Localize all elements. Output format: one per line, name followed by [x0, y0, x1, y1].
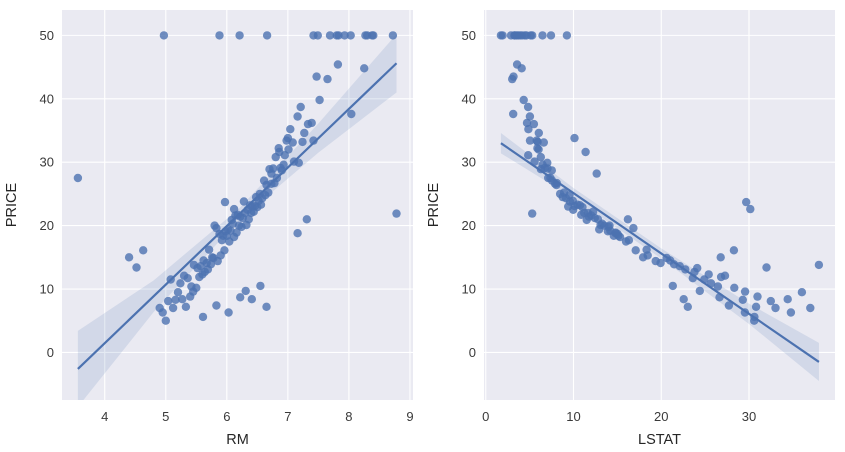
svg-text:20: 20	[40, 218, 54, 233]
y-axis-label: PRICE	[4, 183, 20, 228]
svg-text:30: 30	[40, 155, 54, 170]
svg-text:7: 7	[284, 409, 291, 424]
plot-contents	[496, 31, 824, 381]
tick-labels: 0 10 20 30 0 10 20 30 40 50	[462, 28, 757, 424]
svg-text:10: 10	[462, 282, 476, 297]
svg-text:4: 4	[101, 409, 108, 424]
price-vs-lstat-plot: 0 10 20 30 0 10 20 30 40 50 LSTAT PRICE	[422, 0, 844, 452]
svg-text:0: 0	[469, 345, 476, 360]
rm-chart-svg: 4 5 6 7 8 9 0 10 20 30 40 50 RM PRICE	[4, 10, 414, 448]
price-vs-rm-plot: 4 5 6 7 8 9 0 10 20 30 40 50 RM PRICE	[0, 0, 422, 452]
svg-text:8: 8	[345, 409, 352, 424]
svg-text:50: 50	[40, 28, 54, 43]
svg-text:10: 10	[40, 282, 54, 297]
svg-text:6: 6	[223, 409, 230, 424]
svg-text:30: 30	[742, 409, 756, 424]
svg-text:50: 50	[462, 28, 476, 43]
svg-text:30: 30	[462, 155, 476, 170]
svg-text:9: 9	[406, 409, 413, 424]
svg-text:0: 0	[482, 409, 489, 424]
svg-text:0: 0	[47, 345, 54, 360]
confidence-band	[500, 133, 819, 381]
axes-background	[62, 10, 413, 400]
scatter-points	[73, 31, 401, 325]
scatter-points	[496, 31, 824, 325]
x-axis-label: RM	[226, 432, 249, 448]
axes-background	[484, 10, 835, 400]
plot-contents	[73, 31, 401, 400]
svg-text:5: 5	[162, 409, 169, 424]
svg-text:40: 40	[40, 91, 54, 106]
svg-text:20: 20	[462, 218, 476, 233]
lstat-chart-svg: 0 10 20 30 0 10 20 30 40 50 LSTAT PRICE	[426, 10, 835, 448]
x-axis-label: LSTAT	[638, 432, 681, 448]
svg-text:10: 10	[566, 409, 580, 424]
y-axis-label: PRICE	[426, 183, 442, 228]
svg-text:40: 40	[462, 91, 476, 106]
tick-labels: 4 5 6 7 8 9 0 10 20 30 40 50	[40, 28, 414, 424]
svg-text:20: 20	[654, 409, 668, 424]
